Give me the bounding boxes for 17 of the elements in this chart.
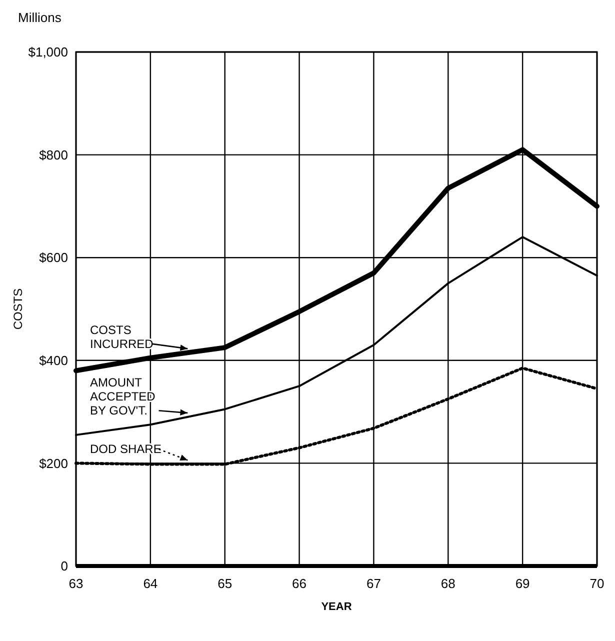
y-tick-label: $400 [39,352,68,368]
x-tick-label: 67 [366,576,381,591]
y-tick-label: $800 [39,147,68,162]
y-tick-label: $1,000 [28,44,68,60]
x-tick-label: 70 [590,576,604,591]
x-tick-label: 65 [218,576,232,591]
x-tick-label: 64 [143,576,158,591]
y-tick-label: $600 [39,250,68,266]
x-tick-label: 63 [68,576,84,591]
y-tick-label: 0 [60,558,68,574]
x-tick-label: 66 [292,576,307,591]
text: Millions [18,10,62,25]
x-axis-title: YEAR [321,601,352,613]
y-axis-title: COSTS [11,288,25,330]
x-tick-label: 68 [440,576,456,591]
x-tick-label: 69 [515,576,530,591]
y-tick-label: $200 [39,456,68,471]
